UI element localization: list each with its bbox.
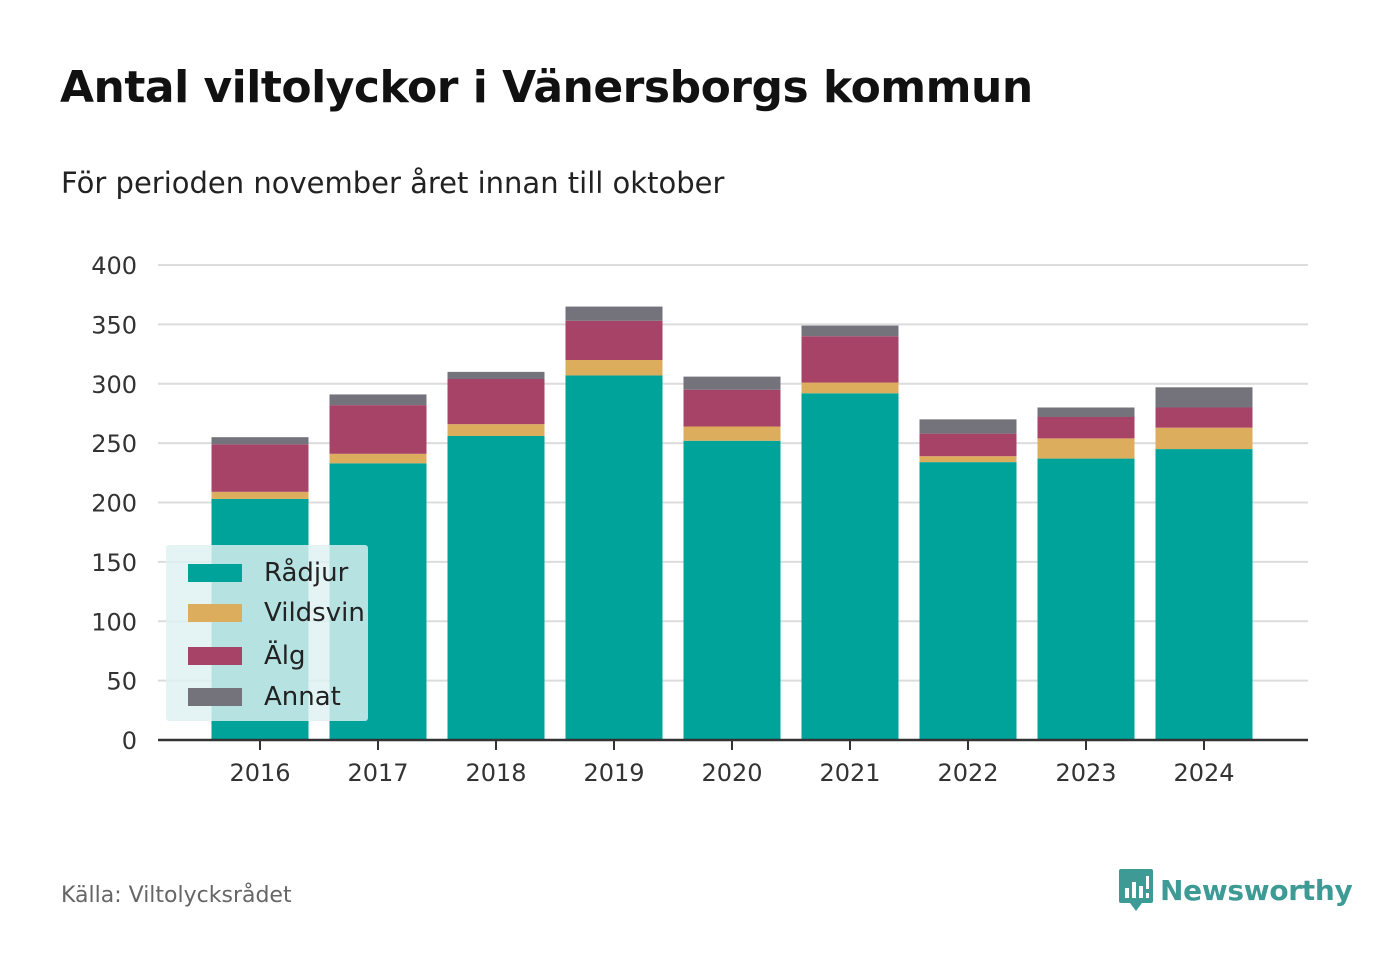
bar-segment [565,306,663,321]
brand-name: Newsworthy [1160,873,1353,907]
legend-swatch-radjur [188,564,242,582]
newsworthy-logo-icon [1119,869,1153,911]
x-tick-label: 2022 [937,759,998,787]
bar-segment [329,453,427,464]
bar-segment [683,426,781,441]
bar-segment [683,389,781,427]
x-tick-label: 2016 [229,759,290,787]
bar-segment [1155,427,1253,450]
bar-segment [801,325,899,337]
legend: Rådjur Vildsvin Älg Annat [166,545,368,721]
x-tick-label: 2017 [347,759,408,787]
y-tick-label: 200 [91,490,137,518]
bar-segment [683,376,781,390]
legend-label: Rådjur [264,558,349,588]
y-tick-label: 50 [106,668,137,696]
bar-segment [801,393,899,740]
y-tick-label: 400 [91,252,137,280]
y-tick-label: 150 [91,549,137,577]
bar-segment [1155,449,1253,740]
y-tick-label: 350 [91,311,137,339]
bar-segment [211,444,309,492]
bar-segment [447,371,545,379]
bar-segment [919,456,1017,463]
legend-item-alg: Älg [188,641,306,671]
bar-segment [447,379,545,425]
source-note: Källa: Viltolycksrådet [61,883,292,908]
bar-segment [801,336,899,383]
bar-segment [801,382,899,394]
y-tick-label: 0 [122,727,137,755]
bar-segment [919,433,1017,457]
bar-segment [1155,407,1253,428]
legend-swatch-alg [188,647,242,665]
x-tick-label: 2019 [583,759,644,787]
bars [211,306,1253,740]
legend-label: Annat [264,682,341,712]
bar-segment [565,375,663,740]
legend-label: Älg [264,641,306,671]
chart-title: Antal viltolyckor i Vänersborgs kommun [60,62,1033,113]
bar-segment [565,360,663,376]
legend-item-annat: Annat [188,682,341,712]
legend-swatch-annat [188,688,242,706]
y-tick-label: 250 [91,430,137,458]
bar-segment [919,462,1017,740]
bar-segment [211,491,309,499]
bar-segment [329,394,427,406]
x-tick-label: 2020 [701,759,762,787]
bar-segment [683,440,781,740]
chart-subtitle: För perioden november året innan till ok… [61,166,725,200]
bar-segment [1037,458,1135,740]
bar-segment [919,419,1017,434]
x-tick-label: 2024 [1173,759,1234,787]
bar-segment [1037,417,1135,439]
x-tick-label: 2021 [819,759,880,787]
bar-segment [1037,438,1135,459]
legend-item-vildsvin: Vildsvin [188,598,365,628]
tick-labels: 0 50 100 150 200 250 300 350 400 2016 2017 2018 2019… [91,252,1234,787]
bar-segment [565,320,663,360]
x-tick-label: 2023 [1055,759,1116,787]
bar-segment [447,436,545,740]
bar-segment [447,424,545,436]
legend-swatch-vildsvin [188,604,242,622]
legend-label: Vildsvin [264,598,365,628]
x-tick-label: 2018 [465,759,526,787]
brand[interactable]: Newsworthy [1118,868,1353,912]
bar-segment [329,405,427,454]
bar-segment [211,437,309,445]
bar-segment [1155,387,1253,408]
bar-segment [1037,407,1135,417]
legend-item-radjur: Rådjur [188,558,348,588]
y-tick-label: 100 [91,608,137,636]
y-tick-label: 300 [91,371,137,399]
